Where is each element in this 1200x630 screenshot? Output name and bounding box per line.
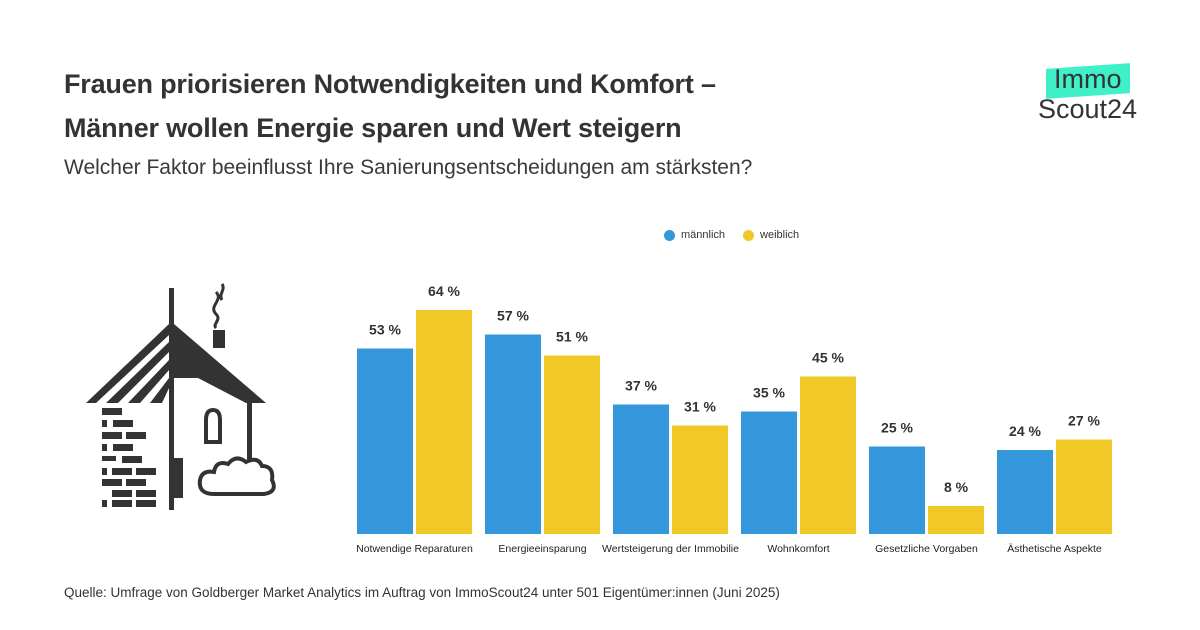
data-label-weiblich-1: 51 %: [556, 329, 588, 345]
logo-text-immo: Immo: [1054, 64, 1122, 94]
category-label-1: Energieeinsparung: [498, 543, 586, 555]
category-label-2: Wertsteigerung der Immobilie: [602, 543, 739, 555]
legend-swatch-maennlich: [664, 229, 675, 241]
data-label-weiblich-4: 8 %: [944, 479, 969, 495]
data-label-maennlich-5: 24 %: [1009, 423, 1041, 439]
bar-weiblich-2: [672, 425, 728, 534]
bar-maennlich-3: [741, 411, 797, 534]
legend-item-maennlich: männlich: [664, 229, 725, 241]
bar-maennlich-4: [869, 446, 925, 534]
bar-maennlich-5: [997, 450, 1053, 534]
data-label-maennlich-3: 35 %: [753, 385, 785, 401]
data-label-weiblich-0: 64 %: [428, 283, 460, 299]
bar-weiblich-1: [544, 355, 600, 534]
bar-weiblich-4: [928, 506, 984, 534]
data-label-weiblich-3: 45 %: [812, 350, 844, 366]
house-icon: [86, 283, 276, 510]
chart-title: Frauen priorisieren Notwendigkeiten und …: [64, 62, 716, 150]
category-label-3: Wohnkomfort: [767, 543, 829, 555]
bar-weiblich-3: [800, 376, 856, 534]
legend-swatch-weiblich: [743, 229, 755, 241]
data-label-weiblich-5: 27 %: [1068, 413, 1100, 429]
data-label-maennlich-1: 57 %: [497, 308, 529, 324]
data-label-maennlich-0: 53 %: [369, 322, 401, 338]
legend-item-weiblich: weiblich: [743, 229, 799, 241]
category-label-5: Ästhetische Aspekte: [1007, 543, 1102, 555]
legend-label-weiblich: weiblich: [760, 229, 800, 241]
bar-maennlich-1: [485, 334, 541, 534]
bar-maennlich-2: [613, 404, 669, 534]
data-label-maennlich-2: 37 %: [625, 378, 657, 394]
bar-weiblich-5: [1056, 439, 1112, 534]
legend-label-maennlich: männlich: [681, 229, 726, 241]
chart-subtitle: Welcher Faktor beeinflusst Ihre Sanierun…: [64, 156, 753, 179]
data-label-weiblich-2: 31 %: [684, 399, 716, 415]
title-line-1: Frauen priorisieren Notwendigkeiten und …: [64, 69, 716, 99]
title-line-2: Männer wollen Energie sparen und Wert st…: [64, 113, 682, 143]
source-note: Quelle: Umfrage von Goldberger Market An…: [64, 585, 780, 600]
chart-legend: männlich weiblich: [664, 229, 817, 241]
category-label-0: Notwendige Reparaturen: [356, 543, 473, 555]
data-label-maennlich-4: 25 %: [881, 420, 913, 436]
logo-text-scout: Scout24: [1038, 94, 1138, 124]
category-label-4: Gesetzliche Vorgaben: [875, 543, 978, 555]
bar-weiblich-0: [416, 310, 472, 534]
immoscout24-logo: Immo Scout24: [1036, 62, 1146, 132]
bar-maennlich-0: [357, 348, 413, 534]
